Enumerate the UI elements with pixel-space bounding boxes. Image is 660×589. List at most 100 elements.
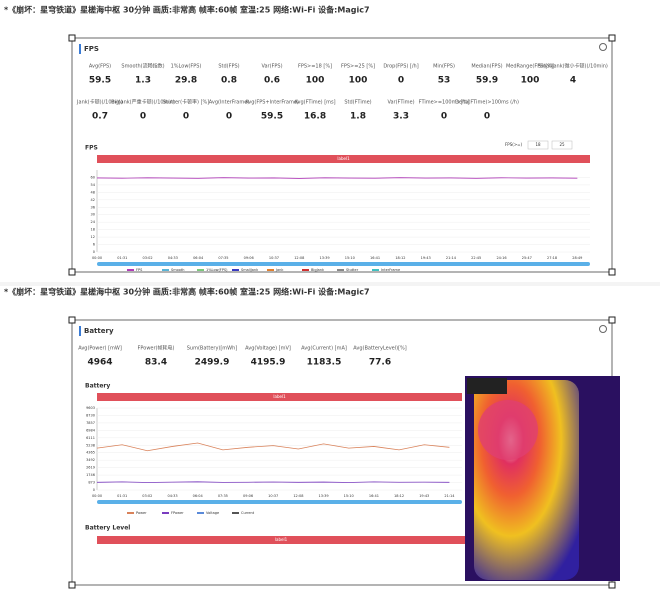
label-band: [97, 393, 462, 401]
legend-label[interactable]: Power: [136, 511, 147, 515]
scrollbar[interactable]: [97, 262, 590, 266]
y-tick-label: 60: [91, 175, 95, 179]
thermal-image: [465, 376, 620, 581]
x-tick-label: 18:12: [395, 256, 405, 260]
legend-label[interactable]: Current: [241, 511, 255, 515]
stat-value: 100: [349, 76, 368, 86]
x-tick-label: 09:06: [243, 494, 253, 498]
x-tick-label: 25:47: [522, 256, 532, 260]
threshold-input[interactable]: [527, 140, 549, 150]
x-tick-label: 12:08: [294, 256, 304, 260]
legend-label[interactable]: SmallJank: [241, 268, 259, 272]
legend-swatch: [162, 512, 169, 514]
legend-swatch: [197, 512, 204, 514]
stat-value: 59.5: [89, 76, 111, 86]
x-tick-label: 01:31: [117, 256, 127, 260]
thermal-label-bg: [467, 378, 507, 394]
legend-label[interactable]: 1%Low(FPS): [206, 268, 228, 272]
y-tick-label: 6: [93, 243, 95, 247]
y-tick-label: 42: [91, 198, 95, 202]
legend-label[interactable]: BigJank: [311, 268, 325, 272]
x-tick-label: 01:31: [117, 494, 127, 498]
stat-value: 0.8: [221, 76, 237, 86]
chart-title: FPS: [85, 145, 98, 152]
legend-swatch: [232, 512, 239, 514]
stat-label: Avg(Power) [mW]: [78, 346, 122, 352]
x-tick-label: 13:39: [319, 494, 329, 498]
x-tick-label: 04:33: [167, 494, 177, 498]
y-tick-label: 30: [91, 213, 95, 217]
stat-label: FPS>=18 [%]: [298, 64, 332, 70]
x-tick-label: 16:41: [370, 256, 380, 260]
stat-label: MedRange(FPS)[%]: [506, 64, 554, 70]
y-tick-label: 24: [91, 220, 96, 224]
x-tick-label: 10:37: [268, 494, 278, 498]
band-label: label1: [275, 537, 288, 542]
stat-label: FTime>=100ms [%]: [419, 100, 470, 106]
stat-label: Median(FPS): [471, 64, 502, 70]
stat-value: 4: [570, 76, 576, 86]
stat-label: Sum(Battery)[mWh]: [187, 346, 238, 352]
label-band: [97, 155, 590, 163]
x-tick-label: 03:02: [143, 256, 153, 260]
stat-label: Avg(FPS+InterFrame): [245, 100, 299, 106]
stat-label: Drop(FPS) [/h]: [383, 64, 418, 70]
stat-label: Var(FTime): [387, 100, 414, 106]
legend-swatch: [127, 269, 134, 271]
threshold-label: FPS(>=): [505, 142, 523, 147]
stat-value: 4195.9: [251, 358, 286, 368]
threshold-input[interactable]: [551, 140, 573, 150]
resize-handle: [608, 316, 616, 324]
resize-handle: [68, 268, 76, 276]
scrollbar[interactable]: [97, 500, 462, 504]
x-tick-label: 10:37: [269, 256, 279, 260]
stat-value: 53: [438, 76, 451, 86]
y-tick-label: 8730: [86, 413, 95, 417]
y-tick-label: 1746: [86, 473, 95, 477]
legend-label[interactable]: Jank: [275, 268, 284, 272]
legend-swatch: [162, 269, 169, 271]
y-tick-label: 36: [91, 205, 95, 209]
y-tick-label: 0: [93, 488, 95, 492]
stat-label: Avg(Voltage) [mV]: [245, 346, 291, 352]
header: *《崩坏：星穹铁道》星槎海中枢 30分钟 画质:非常高 帧率:60帧 室温:25…: [4, 5, 370, 15]
y-tick-label: 873: [88, 481, 95, 485]
x-tick-label: 13:39: [319, 256, 329, 260]
threshold-value: 18: [535, 142, 541, 147]
resize-handle: [608, 268, 616, 276]
legend-label[interactable]: FPower: [171, 511, 184, 515]
legend-label[interactable]: InterFrame: [381, 268, 400, 272]
stat-label: Var(FPS): [261, 64, 282, 70]
y-tick-label: 18: [91, 228, 95, 232]
legend-label[interactable]: Smooth: [171, 268, 185, 272]
x-tick-label: 28:49: [572, 256, 582, 260]
x-tick-label: 03:02: [142, 494, 152, 498]
collapse-button[interactable]: [599, 43, 607, 51]
stat-value: 0: [183, 112, 189, 122]
stat-value: 100: [306, 76, 325, 86]
series-line: [96, 177, 578, 179]
legend-swatch: [372, 269, 379, 271]
collapse-button[interactable]: [599, 325, 607, 333]
x-tick-label: 19:43: [419, 494, 429, 498]
stat-value: 1.8: [350, 112, 366, 122]
stat-label: Min(FPS): [433, 64, 455, 70]
stat-value: 3.3: [393, 112, 409, 122]
stat-label: FPS>=25 [%]: [341, 64, 375, 70]
y-tick-label: 3492: [86, 458, 95, 462]
panel-title: FPS: [84, 45, 99, 53]
legend-label[interactable]: FPS: [136, 268, 143, 272]
x-tick-label: 19:43: [421, 256, 431, 260]
legend-label[interactable]: Voltage: [206, 511, 219, 515]
stat-value: 0.6: [264, 76, 280, 86]
stat-value: 0: [226, 112, 232, 122]
x-tick-label: 21:14: [444, 494, 455, 498]
x-tick-label: 00:00: [92, 256, 102, 260]
stat-value: 59.9: [476, 76, 498, 86]
x-tick-label: 00:00: [92, 494, 102, 498]
y-tick-label: 48: [91, 190, 95, 194]
stat-value: 0: [441, 112, 447, 122]
legend-label[interactable]: Stutter: [346, 268, 359, 272]
x-tick-label: 06:04: [193, 494, 204, 498]
resize-handle: [68, 34, 76, 42]
